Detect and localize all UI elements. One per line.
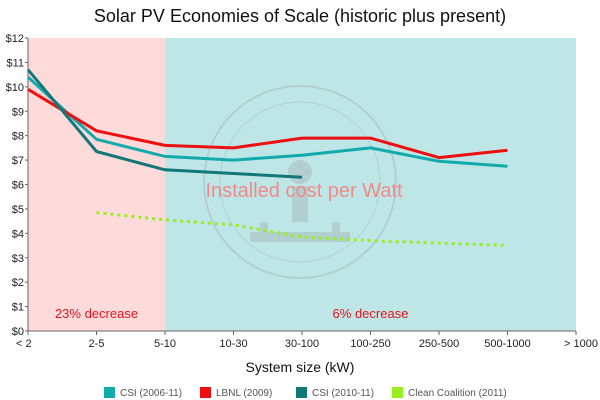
legend-label-0: CSI (2006-11)	[120, 388, 182, 399]
background-regions	[28, 38, 576, 331]
legend-label-1: LBNL (2009)	[216, 388, 272, 399]
y-tick-label-6: $6	[12, 180, 24, 192]
overlay-text: Installed cost per Watt	[205, 180, 403, 202]
legend-swatch-3	[392, 387, 403, 398]
series-line-0	[26, 75, 508, 168]
y-tick-label-3: $3	[12, 253, 24, 265]
y-tick-label-7: $7	[12, 155, 24, 167]
x-axis-label: System size (kW)	[246, 359, 355, 375]
region-annotations: 23% decrease 6% decrease	[55, 306, 409, 321]
x-tick-label-4: 30-100	[285, 338, 319, 350]
series-line-1	[27, 88, 508, 160]
chart-title: Solar PV Economies of Scale (historic pl…	[94, 6, 506, 26]
legend-swatch-0	[104, 387, 115, 398]
y-tick-label-12: $12	[6, 33, 24, 45]
legend-swatch-2	[296, 387, 307, 398]
y-tick-label-10: $10	[6, 82, 24, 94]
legend: CSI (2006-11) LBNL (2009) CSI (2010-11) Cle…	[104, 387, 507, 399]
series-line-2	[26, 68, 303, 179]
x-tick-label-2: 5-10	[154, 338, 176, 350]
x-tick-label-6: 250-500	[419, 338, 459, 350]
legend-swatch-1	[200, 387, 211, 398]
x-tick-label-7: 500-1000	[484, 338, 531, 350]
x-tick-label-0: < 2	[16, 338, 32, 350]
y-tick-label-9: $9	[12, 106, 24, 118]
y-tick-label-2: $2	[12, 277, 24, 289]
legend-label-3: Clean Coalition (2011)	[408, 388, 507, 399]
y-tick-label-0: $0	[12, 326, 24, 338]
region-label-0: 23% decrease	[55, 306, 138, 321]
x-tick-label-1: 2-5	[89, 338, 105, 350]
series-line-3	[96, 211, 508, 247]
region-label-1: 6% decrease	[333, 306, 409, 321]
y-tick-label-5: $5	[12, 204, 24, 216]
region-band-1	[165, 38, 576, 331]
y-tick-label-4: $4	[12, 228, 24, 240]
x-tick-label-5: 100-250	[350, 338, 390, 350]
y-tick-label-1: $1	[12, 302, 24, 314]
y-tick-label-11: $11	[6, 57, 24, 69]
legend-label-2: CSI (2010-11)	[312, 388, 374, 399]
series-group	[26, 68, 508, 247]
region-band-0	[28, 38, 165, 331]
y-tick-label-8: $8	[12, 131, 24, 143]
x-tick-label-8: > 1000	[564, 338, 598, 350]
axes: $0 $1 $2 $3 $4 $5 $6 $7 $8 $9 $10 $11 $12 < 2 2-5 5-10 1…	[6, 33, 598, 350]
x-tick-label-3: 10-30	[219, 338, 247, 350]
